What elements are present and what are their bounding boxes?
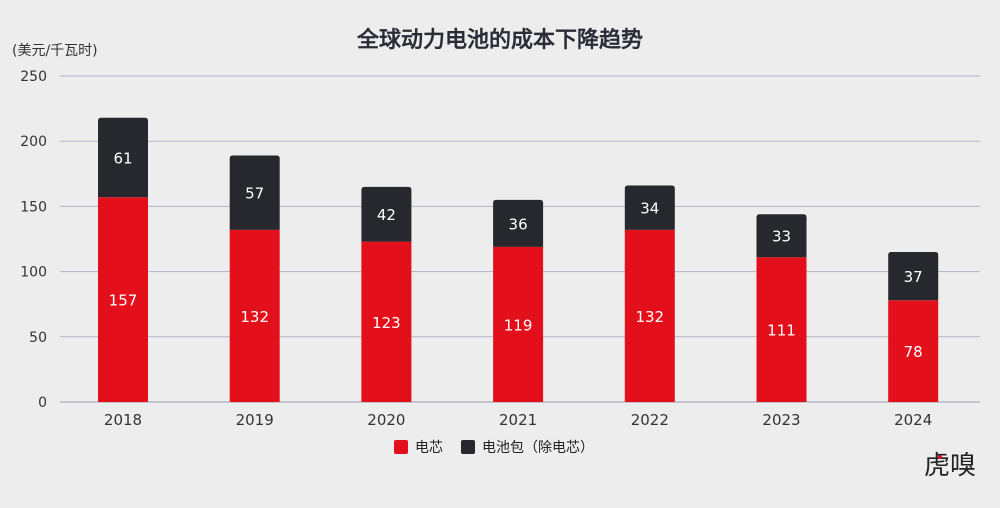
chart-title: 全球动力电池的成本下降趋势 [356, 28, 643, 53]
data-label: 61 [113, 150, 132, 168]
data-label: 57 [245, 185, 264, 203]
data-label: 78 [904, 343, 923, 361]
bar-segment [361, 241, 412, 402]
data-label: 157 [109, 292, 138, 310]
bar-segment [624, 185, 675, 230]
y-tick-label: 100 [20, 265, 47, 281]
bar-segment [493, 246, 544, 402]
bar-segment [361, 186, 412, 242]
data-label: 42 [377, 206, 396, 224]
bar-segment [493, 199, 544, 247]
data-label: 36 [509, 215, 528, 233]
data-label: 119 [504, 316, 533, 334]
legend-swatch [394, 440, 408, 454]
data-label: 123 [372, 314, 401, 332]
data-label: 132 [240, 308, 269, 326]
watermark-text: 虎嗅 [924, 451, 977, 481]
y-axis-unit-label: (美元/千瓦时) [12, 43, 98, 59]
x-tick-label: 2023 [762, 411, 800, 429]
x-tick-label: 2020 [367, 411, 405, 429]
x-tick-label: 2019 [236, 411, 274, 429]
x-tick-label: 2024 [894, 411, 932, 429]
bar-segment [98, 117, 148, 198]
y-tick-label: 0 [38, 395, 47, 411]
y-tick-label: 50 [29, 330, 47, 346]
legend-swatch [461, 440, 475, 454]
data-label: 33 [772, 228, 791, 246]
bar-segment [756, 257, 807, 402]
bar-segment [888, 252, 939, 301]
data-label: 34 [640, 200, 659, 218]
y-tick-label: 200 [20, 134, 47, 150]
y-tick-label: 250 [20, 69, 47, 85]
bar-segment [624, 229, 675, 402]
bar-segment [98, 197, 148, 402]
bar-segment [756, 214, 807, 258]
bar-segment [888, 300, 939, 402]
data-label: 111 [767, 322, 796, 340]
legend-label: 电池包（除电芯） [482, 440, 594, 456]
logo-dot [938, 455, 942, 459]
y-tick-label: 150 [20, 199, 47, 215]
bar-segment [229, 229, 280, 402]
bar-segment [229, 155, 280, 230]
x-tick-label: 2021 [499, 411, 537, 429]
x-tick-label: 2022 [631, 411, 669, 429]
data-label: 37 [904, 268, 923, 286]
huxiu-logo: 虎嗅 [924, 445, 976, 482]
x-tick-label: 2018 [104, 411, 142, 429]
data-label: 132 [635, 308, 664, 326]
legend-label: 电芯 [415, 440, 443, 456]
